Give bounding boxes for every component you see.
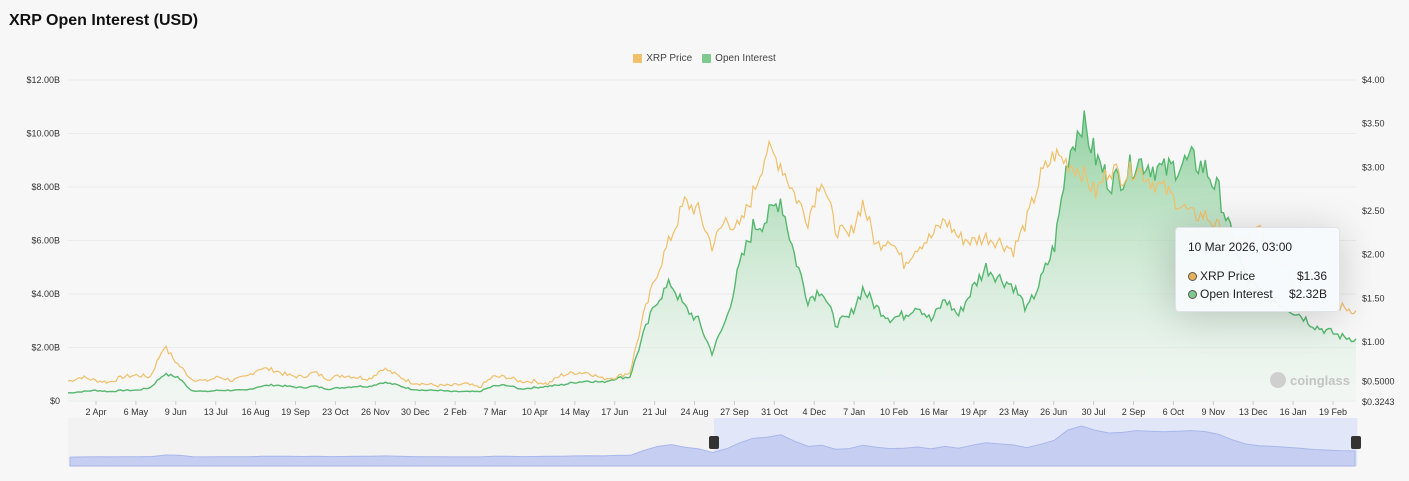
x-axis-tick-label: 23 Oct — [322, 407, 349, 417]
chart-tooltip: 10 Mar 2026, 03:00 XRP Price $1.36 Open … — [1175, 227, 1340, 312]
x-axis-tick-label: 21 Jul — [643, 407, 667, 417]
left-axis-tick-label: $2.00B — [31, 343, 60, 353]
x-axis-tick-label: 14 May — [560, 407, 590, 417]
tooltip-row-xrp-price: XRP Price $1.36 — [1188, 267, 1327, 285]
legend-item-xrp-price[interactable]: XRP Price — [633, 53, 692, 64]
left-axis-tick-label: $0 — [50, 396, 60, 406]
coinglass-watermark: coinglass — [1270, 372, 1350, 388]
x-axis-tick-label: 4 Dec — [803, 407, 827, 417]
coinglass-logo-icon — [1270, 372, 1286, 388]
left-axis-tick-label: $8.00B — [31, 182, 60, 192]
x-axis-tick-label: 30 Dec — [401, 407, 430, 417]
x-axis-tick-label: 7 Mar — [484, 407, 507, 417]
right-axis-tick-label: $1.50 — [1362, 293, 1385, 303]
right-axis-tick-label: $2.50 — [1362, 206, 1385, 216]
x-axis-tick-label: 2 Apr — [85, 407, 106, 417]
tooltip-time: 10 Mar 2026, 03:00 — [1188, 240, 1293, 254]
right-axis-tick-label: $2.00 — [1362, 250, 1385, 260]
x-axis-tick-label: 19 Apr — [961, 407, 987, 417]
left-axis-tick-label: $6.00B — [31, 236, 60, 246]
left-axis-tick-label: $12.00B — [26, 75, 60, 85]
x-axis-tick-label: 6 Oct — [1163, 407, 1185, 417]
x-axis-tick-label: 9 Nov — [1202, 407, 1226, 417]
right-axis-tick-label: $1.00 — [1362, 337, 1385, 347]
x-axis-tick-label: 10 Feb — [880, 407, 908, 417]
x-axis-tick-label: 30 Jul — [1082, 407, 1106, 417]
x-axis-tick-label: 27 Sep — [720, 407, 749, 417]
watermark-text: coinglass — [1290, 372, 1350, 388]
x-axis-tick-label: 19 Sep — [281, 407, 310, 417]
tooltip-value-xrp-price: $1.36 — [1296, 269, 1327, 283]
xrp-price-line — [67, 139, 1357, 389]
x-axis-tick-label: 10 Apr — [522, 407, 548, 417]
x-axis-tick-label: 31 Oct — [761, 407, 788, 417]
right-axis-tick-label: $4.00 — [1362, 75, 1385, 85]
tooltip-row-open-interest: Open Interest $2.32B — [1188, 285, 1327, 303]
legend-swatch-open-interest — [702, 54, 712, 63]
right-axis-tick-label: $3.00 — [1362, 162, 1385, 172]
x-axis-tick-label: 2 Sep — [1122, 407, 1146, 417]
x-axis-tick-label: 2 Feb — [444, 407, 467, 417]
x-axis-tick-label: 17 Jun — [601, 407, 628, 417]
x-axis-tick-label: 16 Aug — [242, 407, 270, 417]
right-axis-tick-label: $3.50 — [1362, 119, 1385, 129]
x-axis-tick-label: 26 Nov — [361, 407, 390, 417]
x-axis-tick-label: 24 Aug — [681, 407, 709, 417]
x-axis-tick-label: 13 Jul — [204, 407, 228, 417]
x-axis-tick-label: 26 Jun — [1040, 407, 1067, 417]
x-axis-tick-label: 19 Feb — [1319, 407, 1347, 417]
x-axis-tick-label: 23 May — [999, 407, 1029, 417]
right-axis-tick-label: $0.5000 — [1362, 377, 1395, 387]
x-axis-tick-label: 13 Dec — [1239, 407, 1268, 417]
legend-label-open-interest: Open Interest — [715, 53, 776, 64]
tooltip-label-open-interest: Open Interest — [1200, 287, 1273, 301]
open-interest-area — [68, 110, 1356, 401]
legend-label-xrp-price: XRP Price — [646, 53, 693, 64]
tooltip-label-xrp-price: XRP Price — [1200, 269, 1256, 283]
navigator-series — [69, 425, 1356, 467]
tooltip-value-open-interest: $2.32B — [1288, 287, 1327, 301]
x-axis-tick-label: 16 Mar — [920, 407, 948, 417]
legend: XRP Price Open Interest — [0, 53, 1409, 64]
navigator-handle-right[interactable] — [1351, 436, 1361, 449]
x-axis-tick-label: 16 Jan — [1280, 407, 1307, 417]
chart-title: XRP Open Interest (USD) — [9, 12, 199, 29]
legend-item-open-interest[interactable]: Open Interest — [702, 53, 776, 64]
tooltip-dot-xrp-price — [1188, 271, 1197, 281]
x-axis-tick-label: 6 May — [124, 407, 149, 417]
legend-swatch-xrp-price — [633, 54, 643, 63]
open-interest-line — [67, 110, 1357, 394]
tooltip-dot-open-interest — [1188, 289, 1197, 299]
left-axis-tick-label: $4.00B — [31, 289, 60, 299]
left-axis-tick-label: $10.00B — [26, 129, 60, 139]
right-axis-tick-label: $0.3243 — [1362, 397, 1395, 407]
navigator-handle-left[interactable] — [709, 436, 719, 449]
x-axis-tick-label: 9 Jun — [165, 407, 187, 417]
x-axis-tick-label: 7 Jan — [843, 407, 865, 417]
